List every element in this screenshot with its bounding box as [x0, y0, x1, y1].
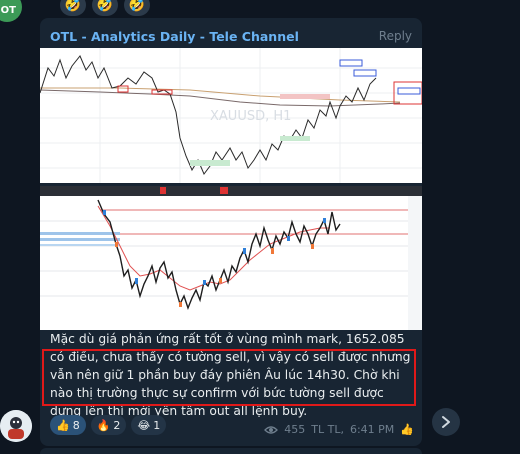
chart-screenshot-h1[interactable]: XAUUSD, H1	[39, 48, 423, 183]
chart2-graphic	[40, 186, 422, 330]
reply-button[interactable]: Reply	[378, 29, 412, 43]
channel-name[interactable]: OTL - Analytics Daily - Tele Channel	[50, 28, 299, 44]
message-header: OTL - Analytics Daily - Tele Channel Rep…	[50, 26, 412, 46]
reaction-count: 2	[113, 418, 121, 432]
fire-emoji: 🔥	[96, 418, 111, 432]
laugh-emoji: 😂	[137, 418, 151, 432]
author-signature: TL TL,	[311, 423, 344, 436]
reaction-fire[interactable]: 🔥 2	[90, 415, 127, 435]
chart1-watermark: XAUUSD, H1	[210, 109, 291, 124]
reaction-laugh[interactable]: 😂 1	[131, 415, 167, 435]
author-avatar[interactable]	[0, 410, 32, 442]
eye-icon	[264, 425, 279, 434]
forward-button[interactable]	[432, 408, 460, 436]
previous-reaction-2[interactable]: 🤣	[92, 0, 118, 16]
reaction-count: 1	[153, 418, 161, 432]
previous-reaction-1[interactable]: 🤣	[60, 0, 86, 16]
message-meta: 455 TL TL, 6:41 PM 👍	[264, 423, 414, 436]
reaction-bar: 👍 8 🔥 2 😂 1	[50, 415, 167, 435]
message-bubble[interactable]: OTL - Analytics Daily - Tele Channel Rep…	[39, 18, 423, 446]
thumbs-up-icon: 👍	[400, 423, 414, 436]
previous-reaction-3[interactable]: 🤣	[124, 0, 150, 16]
thumbs-up-emoji: 👍	[56, 418, 70, 432]
chart-screenshot-m5[interactable]	[40, 186, 422, 330]
previous-message-strip: OT 🤣 🤣 🤣	[0, 0, 520, 22]
avatar-icon	[0, 410, 32, 442]
chart1-graphic: XAUUSD, H1	[39, 48, 423, 183]
next-message-bubble	[40, 448, 422, 454]
view-count: 455	[284, 423, 306, 436]
forward-arrow-icon	[442, 416, 450, 428]
reaction-thumbs-up[interactable]: 👍 8	[50, 415, 86, 435]
reaction-count: 8	[72, 418, 80, 432]
previous-author-avatar[interactable]: OT	[0, 0, 22, 22]
message-time: 6:41 PM	[349, 423, 395, 436]
highlight-annotation-box	[42, 349, 416, 406]
message-text: Mặc dù giá phản ứng rất tốt ở vùng mình …	[50, 332, 411, 418]
